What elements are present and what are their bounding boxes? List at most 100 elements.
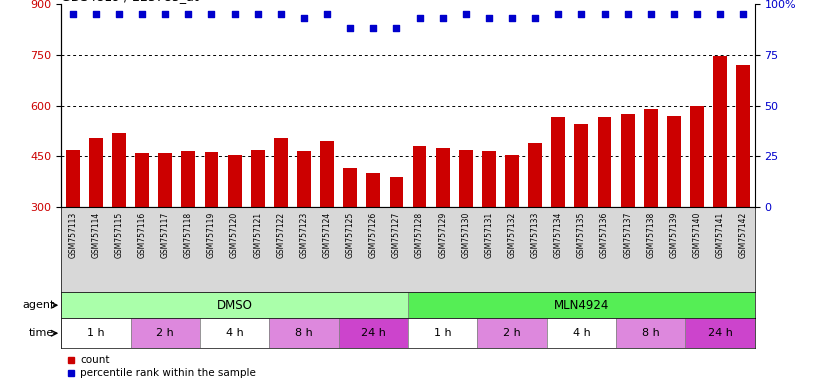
Point [621,11,634,17]
Text: 4 h: 4 h [573,328,590,338]
Text: agent: agent [22,300,54,310]
Text: GSM757123: GSM757123 [299,212,308,258]
Bar [274,138,288,207]
Bar [690,106,704,207]
Bar [205,152,219,207]
Point [182,11,195,17]
Bar [505,155,519,207]
Text: 2 h: 2 h [157,328,174,338]
Bar [552,118,565,207]
Text: GSM757115: GSM757115 [114,212,123,258]
Bar [736,65,750,207]
Bar [131,318,200,348]
Bar [66,150,80,207]
Point [505,15,518,21]
Bar [713,56,727,207]
Text: GSM757118: GSM757118 [184,212,193,258]
Point [251,11,264,17]
Text: GSM757133: GSM757133 [530,212,539,258]
Text: MLN4924: MLN4924 [554,299,609,312]
Bar [228,155,242,207]
Text: 1 h: 1 h [434,328,451,338]
Point [390,25,403,31]
Text: GSM757132: GSM757132 [508,212,517,258]
Text: GSM757134: GSM757134 [554,212,563,258]
Point [344,25,357,31]
Point [135,11,149,17]
Text: GSM757117: GSM757117 [161,212,170,258]
Point [737,11,750,17]
Point [228,11,241,17]
Text: 1 h: 1 h [87,328,104,338]
Bar [61,292,408,318]
Text: GSM757116: GSM757116 [138,212,147,258]
Text: GDS4819 / 223785_at: GDS4819 / 223785_at [61,0,199,3]
Bar [389,177,403,207]
Text: 2 h: 2 h [503,328,521,338]
Text: GSM757122: GSM757122 [277,212,286,258]
Point [366,25,379,31]
Bar [574,124,588,207]
Text: GSM757136: GSM757136 [600,212,609,258]
Text: GSM757135: GSM757135 [577,212,586,258]
Bar [158,153,172,207]
Bar [344,168,357,207]
Point [436,15,449,21]
Point [158,11,171,17]
Text: GSM757114: GSM757114 [91,212,100,258]
Bar [477,318,547,348]
Text: GSM757129: GSM757129 [438,212,447,258]
Text: GSM757127: GSM757127 [392,212,401,258]
Text: GSM757138: GSM757138 [646,212,655,258]
Text: 8 h: 8 h [642,328,659,338]
Bar [408,292,755,318]
Text: GSM757139: GSM757139 [669,212,678,258]
Point [713,11,726,17]
Point [552,11,565,17]
Bar [482,151,496,207]
Bar [366,173,380,207]
Bar [621,114,635,207]
Text: GSM757140: GSM757140 [693,212,702,258]
Bar [436,148,450,207]
Text: GSM757113: GSM757113 [69,212,78,258]
Text: GSM757128: GSM757128 [415,212,424,258]
Text: GSM757126: GSM757126 [369,212,378,258]
Point [690,11,703,17]
Bar [685,318,755,348]
Text: GSM757131: GSM757131 [485,212,494,258]
Bar [408,318,477,348]
Point [644,11,657,17]
Point [321,11,334,17]
Text: 24 h: 24 h [361,328,386,338]
Point [529,15,542,21]
Point [66,11,79,17]
Bar [339,318,408,348]
Bar [644,109,658,207]
Bar [297,151,311,207]
Bar [112,132,126,207]
Bar [200,318,269,348]
Text: GSM757125: GSM757125 [346,212,355,258]
Bar [61,318,131,348]
Text: GSM757124: GSM757124 [322,212,331,258]
Point [459,11,472,17]
Bar [547,318,616,348]
Point [574,11,588,17]
Point [274,11,287,17]
Point [113,11,126,17]
Point [89,11,102,17]
Point [598,11,611,17]
Point [413,15,426,21]
Bar [320,141,334,207]
Bar [89,138,103,207]
Point [205,11,218,17]
Text: GSM757119: GSM757119 [207,212,216,258]
Bar [135,153,149,207]
Point [667,11,681,17]
Bar [413,146,427,207]
Bar [667,116,681,207]
Text: time: time [29,328,54,338]
Text: GSM757137: GSM757137 [623,212,632,258]
Bar [251,150,264,207]
